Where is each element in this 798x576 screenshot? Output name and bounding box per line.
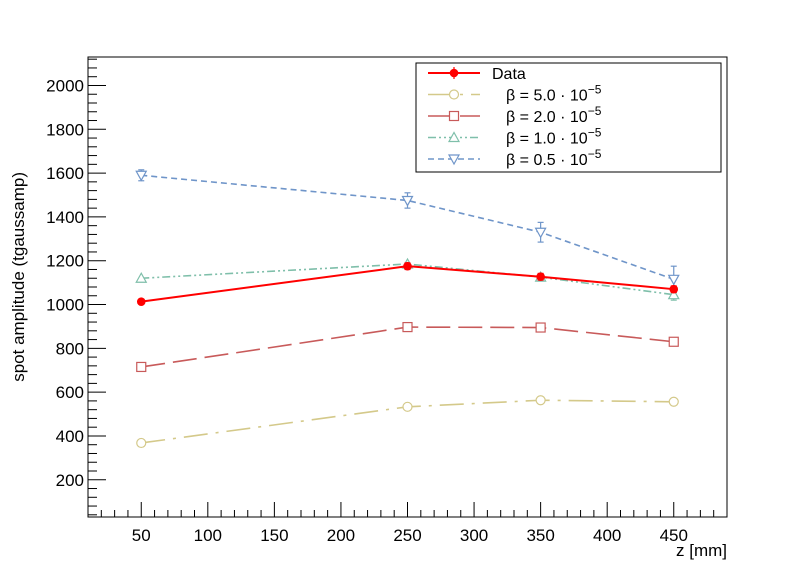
legend-marker	[448, 89, 460, 100]
legend-entry-3: β = 1.0 · 10−5	[428, 126, 602, 148]
legend-entry-2: β = 2.0 · 10−5	[428, 104, 602, 126]
series-4	[135, 169, 680, 294]
x-axis-label: z [mm]	[676, 541, 727, 560]
legend-entry-4: β = 0.5 · 10−5	[428, 147, 602, 169]
x-tick-label: 400	[593, 526, 621, 545]
series-2	[136, 321, 679, 373]
series-group	[135, 169, 680, 449]
y-tick-label: 600	[56, 383, 84, 402]
data-point	[535, 395, 546, 406]
legend-marker	[449, 68, 459, 78]
y-tick-label: 1400	[46, 208, 84, 227]
y-tick-label: 1800	[46, 120, 84, 139]
data-point	[667, 288, 680, 300]
data-point	[402, 401, 413, 412]
data-point	[535, 322, 546, 333]
x-tick-label: 150	[260, 526, 288, 545]
y-tick-label: 1200	[46, 252, 84, 271]
y-tick-label: 1000	[46, 296, 84, 315]
legend-marker	[447, 131, 461, 143]
legend-marker	[448, 110, 460, 122]
series-line	[141, 174, 675, 281]
data-point	[668, 336, 679, 347]
legend-marker	[447, 154, 461, 166]
x-tick-label: 100	[194, 526, 222, 545]
legend-box	[415, 62, 722, 173]
data-point	[669, 284, 679, 294]
x-tick-label: 300	[460, 526, 488, 545]
data-point	[136, 297, 146, 306]
x-tick-label: 450	[660, 526, 688, 545]
series-0	[136, 261, 679, 306]
legend-label: β = 1.0 · 10−5	[506, 126, 602, 148]
data-point	[135, 272, 148, 283]
legend-label: Data	[492, 66, 526, 83]
data-point	[667, 274, 680, 286]
series-line	[141, 263, 674, 296]
x-tick-label: 200	[327, 526, 355, 545]
data-point	[402, 321, 413, 333]
y-tick-label: 2000	[46, 76, 84, 95]
data-point	[136, 361, 147, 373]
legend-entry-0: Data	[428, 66, 526, 83]
x-tick-label: 350	[526, 526, 554, 545]
legend-entry-1: β = 5.0 · 10−5	[428, 83, 602, 105]
data-point	[668, 396, 679, 407]
data-point	[401, 195, 414, 207]
data-point	[135, 170, 148, 182]
data-point	[403, 261, 412, 271]
y-axis-label: spot amplitude (tgaussamp)	[9, 172, 28, 382]
y-tick-label: 400	[56, 427, 84, 446]
series-1	[136, 395, 679, 449]
x-tick-label: 50	[132, 526, 151, 545]
axes-group: 50 100 150 200 250 300 350 400 450 200 400 600 800 10…	[46, 56, 728, 545]
series-line	[141, 265, 674, 303]
series-line	[141, 399, 674, 444]
y-tick-label: 800	[56, 339, 84, 358]
series-line	[141, 326, 674, 368]
legend-label: β = 0.5 · 10−5	[506, 147, 602, 169]
data-point	[136, 437, 147, 449]
legend-label: β = 5.0 · 10−5	[506, 83, 602, 105]
y-tick-label: 1600	[46, 164, 84, 183]
x-tick-label: 250	[393, 526, 421, 545]
y-tick-label: 200	[56, 471, 84, 490]
data-point	[536, 272, 545, 282]
legend-label: β = 2.0 · 10−5	[506, 104, 602, 126]
data-point	[534, 227, 547, 239]
